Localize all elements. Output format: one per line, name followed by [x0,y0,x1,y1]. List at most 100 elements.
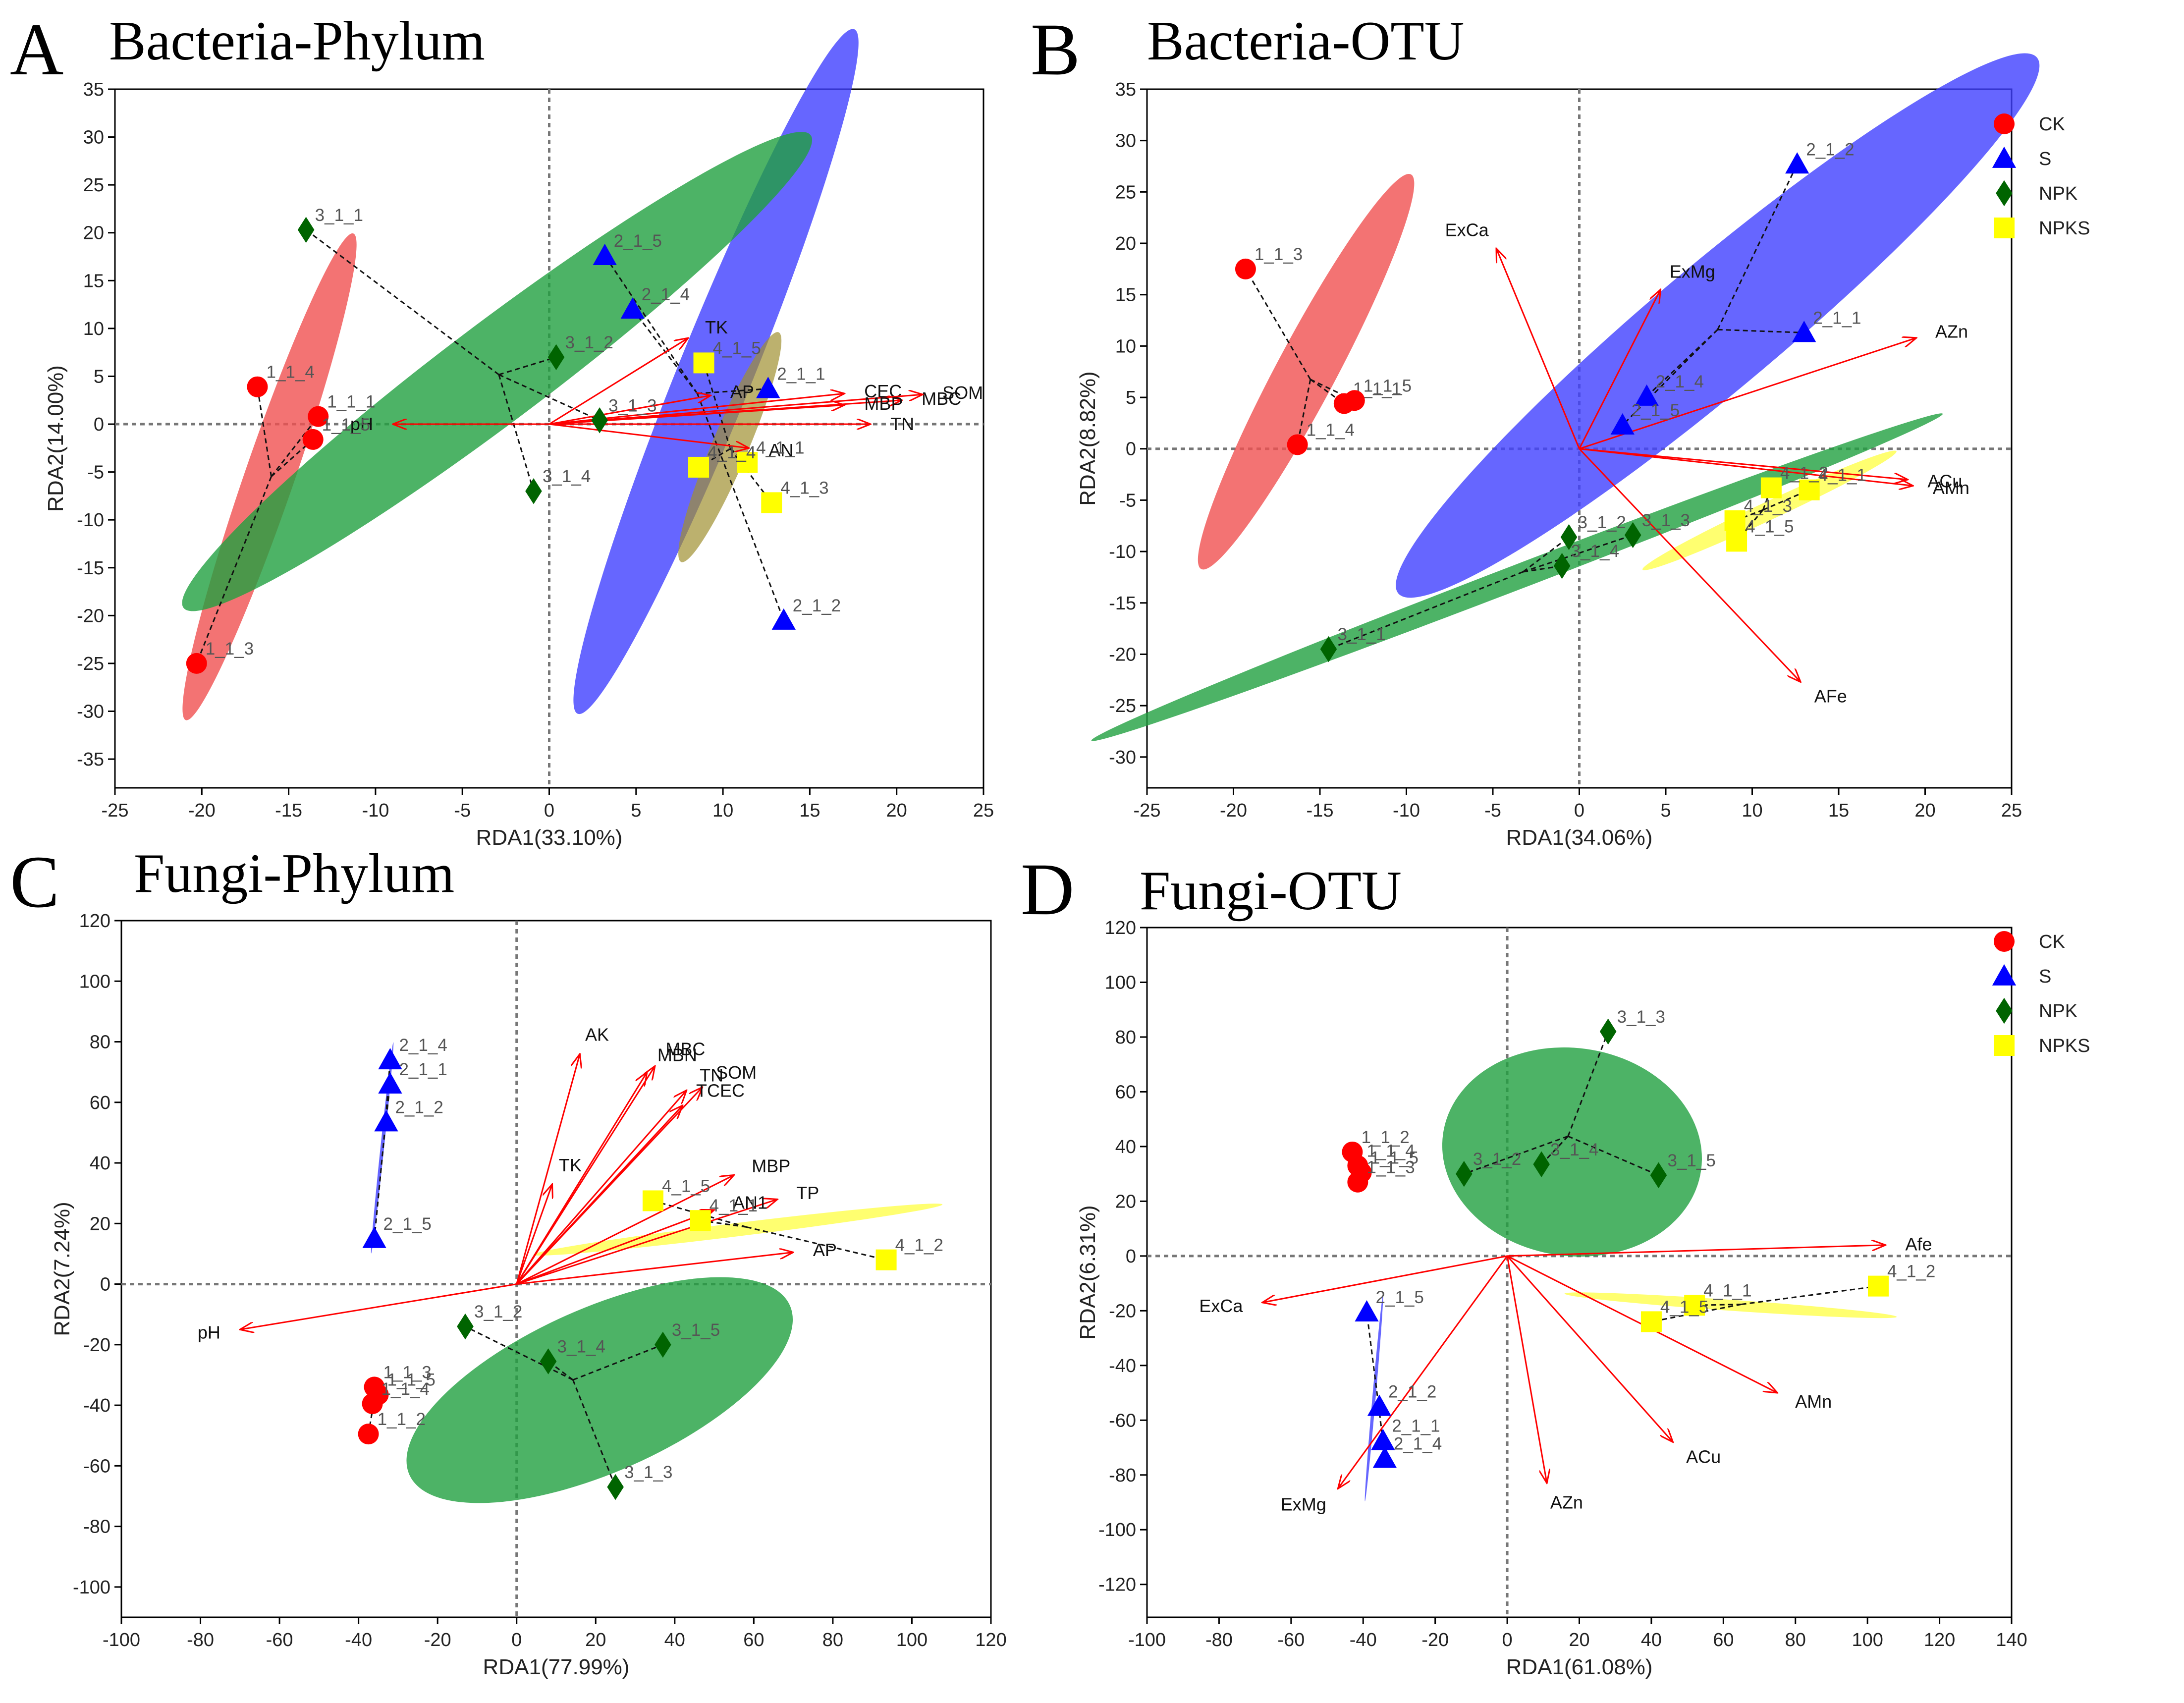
panel-c-xtick-label: -20 [424,1630,451,1650]
panel-a-ytick-label: -20 [77,605,104,626]
panel-b-point-label-3-1-3: 3_1_3 [1642,511,1690,530]
panel-c-point-label-3-1-2: 3_1_2 [474,1302,522,1321]
panel-c-point-label-1-1-3: 1_1_3 [383,1363,432,1382]
panel-a-spider-line [632,309,698,394]
panel-c-xtick-label: 80 [822,1630,843,1650]
panel-a-point-label-3-1-3: 3_1_3 [608,396,656,415]
panel-c-vector-label-ak: AK [585,1024,609,1044]
panel-c-point-1-1-2 [358,1424,379,1445]
panel-a-point-4-1-1 [737,452,758,473]
panel-c-ytick-label: -60 [83,1456,110,1477]
panel-d-point-label-2-1-1: 2_1_1 [1392,1417,1440,1436]
panel-d-xtick-label: 140 [1996,1630,2027,1650]
panel-b-point-4-1-5 [1726,531,1747,552]
panel-a-ytick-label: 35 [83,79,104,100]
panel-c-vector-label-an1: AN1 [733,1193,767,1213]
panel-c-point-2-1-5 [362,1226,386,1248]
panel-d-xtick-label: 0 [1502,1630,1513,1650]
panel-d-point-label-3-1-4: 3_1_4 [1550,1140,1598,1159]
panel-b-point-3-1-4 [1553,552,1571,579]
panel-b-vector-label-afe: AFe [1814,686,1847,706]
panel-d-title: Fungi-OTU [1140,860,1402,922]
panel-d-legend-marker-s [1992,964,2017,986]
panel-d-spider-line [1741,1285,1879,1305]
panel-c-point-2-1-1 [378,1072,402,1094]
panel-b-vector-exca [1496,248,1580,449]
panel-b-vector-acu [1579,448,1908,480]
panel-c-letter: C [10,841,59,923]
panel-d-ytick-label: 80 [1115,1027,1136,1048]
panel-a-point-label-4-1-1: 4_1_1 [756,438,804,457]
panel-d-xtick-label: 60 [1713,1630,1734,1650]
panel-a-point-4-1-4 [688,456,710,478]
panel-c-vector-tp [516,1199,778,1285]
panel-d-xtick-label: 20 [1569,1630,1589,1650]
panel-d-spider-line [1541,1136,1569,1165]
panel-b-spider-line [1523,565,1562,573]
panel-d-legend-marker-ck [1994,931,2015,952]
panel-b-legend-label-npk: NPK [2039,183,2077,204]
panel-a-point-label-2-1-2: 2_1_2 [793,596,841,615]
panel-c-vector-label-tn: TN [700,1065,723,1085]
panel-b-point-1-1-4 [1287,434,1308,455]
panel-c-spider-line [572,1379,616,1487]
panel-b-point-2-1-2 [1785,152,1809,174]
panel-b-letter: B [1031,8,1080,91]
panel-a-spider-line [257,386,273,477]
panel-a-xtick-label: 20 [886,800,907,821]
panel-b-xtick-label: -15 [1307,800,1334,821]
panel-c-vector-label-tp: TP [796,1183,819,1203]
panel-b-spider-line [1622,329,1718,426]
panel-d-xtick-label: -100 [1128,1630,1166,1650]
panel-d-xtick-label: 120 [1924,1630,1955,1650]
panel-d-ytick-label: -100 [1098,1520,1136,1540]
panel-c-ytick-label: -40 [83,1395,110,1416]
panel-b-xtick-label: -20 [1220,800,1247,821]
panel-b-ytick-label: 20 [1115,233,1136,254]
panel-d-legend-label-npks: NPKS [2039,1036,2090,1056]
panel-b-point-label-3-1-4: 3_1_4 [1571,542,1619,561]
panel-b-xtick-label: 25 [2001,800,2022,821]
panel-c-ytick-label: 100 [79,971,110,992]
panel-d-xtick-label: -60 [1277,1630,1305,1650]
panel-a-spider-line [703,362,731,449]
panel-d-ytick-label: -60 [1109,1410,1136,1431]
panel-a-ytick-label: -35 [77,749,104,770]
panel-b-ytick-label: 25 [1115,182,1136,203]
panel-c-point-1-1-4 [362,1393,383,1415]
panel-b-point-1-1-3 [1235,258,1256,279]
panel-a-point-3-1-4 [525,478,542,504]
panel-c-vector-ak [516,1054,580,1284]
panel-a-point-4-1-3 [761,492,782,513]
panel-d-point-3-1-3 [1599,1018,1617,1045]
panel-a-spider-line [498,374,535,492]
panel-a-point-label-1-1-4: 1_1_4 [266,363,314,382]
panel-b-legend-marker-s [1992,146,2017,168]
panel-b-xtick-label: 20 [1914,800,1935,821]
panel-b-vector-azn [1579,338,1917,450]
panel-c-point-3-1-2 [457,1313,474,1340]
panel-d-ellipse-s [1365,1295,1383,1501]
panel-a-point-label-1-1-3: 1_1_3 [206,639,254,659]
panel-a-spider-line [696,393,785,621]
panel-b-point-2-1-1 [1792,321,1816,342]
panel-d-point-3-1-4 [1533,1151,1550,1178]
panel-c-point-label-2-1-1: 2_1_1 [399,1060,447,1079]
panel-c-point-3-1-4 [540,1348,557,1374]
panel-c-point-2-1-2 [374,1110,398,1132]
panel-c-point-label-1-1-4: 1_1_4 [382,1379,430,1399]
panel-c-xlabel: RDA1(77.99%) [483,1655,630,1679]
panel-c-point-label-3-1-3: 3_1_3 [624,1463,672,1482]
panel-a-point-2-1-1 [756,377,780,398]
panel-c-point-label-4-1-1: 4_1_1 [710,1196,758,1215]
panel-d-vector-azn [1506,1256,1547,1483]
panel-a-ytick-label: 20 [83,223,104,244]
panel-b-ytick-label: 5 [1126,387,1136,408]
panel-c-ytick-label: 120 [79,911,110,932]
panel-c-ylabel: RDA2(7.24%) [50,1202,74,1336]
panel-c-ytick-label: 40 [90,1153,110,1174]
panel-b-point-label-4-1-5: 4_1_5 [1746,517,1794,536]
panel-c-xtick-label: 0 [511,1630,522,1650]
panel-d-point-label-2-1-5: 2_1_5 [1376,1288,1424,1307]
